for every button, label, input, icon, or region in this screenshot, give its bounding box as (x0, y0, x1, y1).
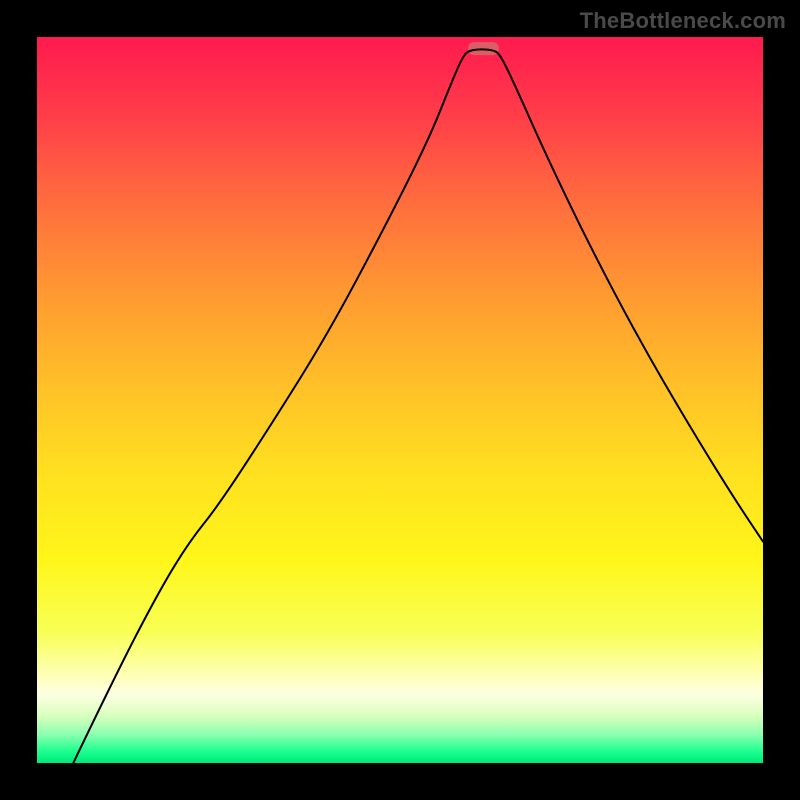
chart-canvas: TheBottleneck.com (0, 0, 800, 800)
watermark-text: TheBottleneck.com (580, 8, 786, 34)
plot-background (37, 37, 763, 763)
bottleneck-chart-svg (0, 0, 800, 800)
